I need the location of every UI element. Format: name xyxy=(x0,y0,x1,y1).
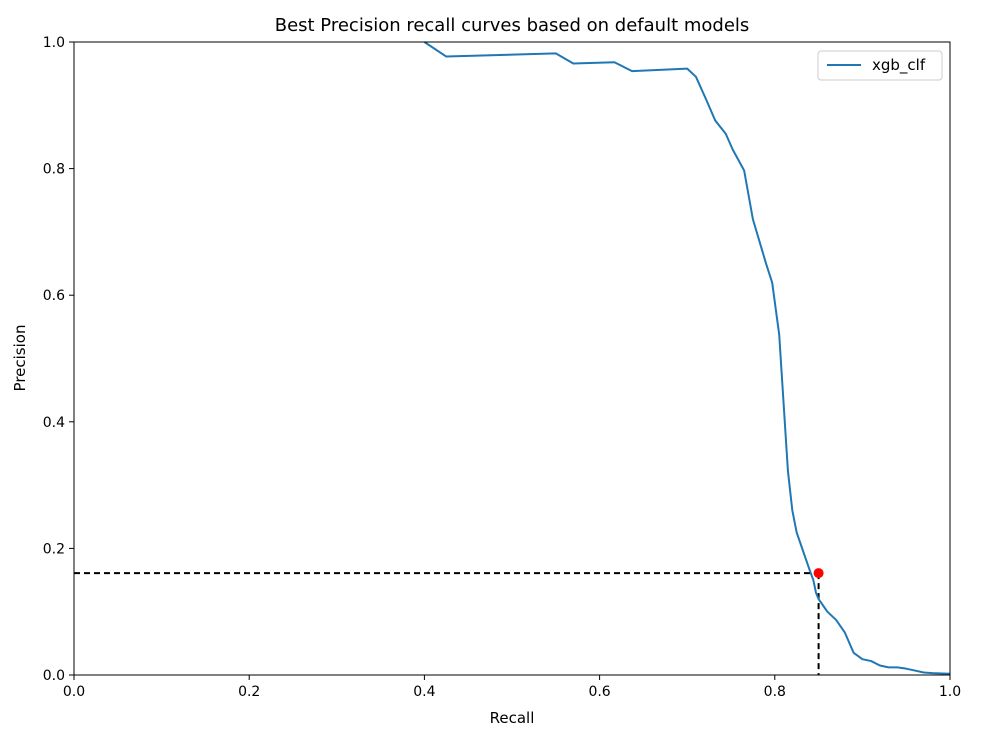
series-group xyxy=(423,41,951,675)
y-tick-label: 0.6 xyxy=(43,288,65,304)
y-tick-label: 1.0 xyxy=(43,35,65,51)
plot-frame xyxy=(73,41,951,676)
y-tick-label: 0.8 xyxy=(43,162,65,178)
x-axis-ticks: 0.0 0.2 0.4 0.6 0.8 1.0 xyxy=(63,675,961,700)
marker-group xyxy=(813,568,824,579)
legend-label-xgb-clf: xgb_clf xyxy=(872,56,926,75)
x-tick-label: 0.2 xyxy=(238,684,260,700)
legend-box xyxy=(817,50,943,81)
reference-lines xyxy=(74,572,820,675)
x-tick-label: 0.6 xyxy=(588,684,610,700)
x-tick-label: 0.8 xyxy=(764,684,786,700)
x-tick-label: 0.0 xyxy=(63,684,85,700)
x-tick-label: 0.4 xyxy=(413,684,435,700)
x-tick-label: 1.0 xyxy=(939,684,961,700)
best-threshold-point xyxy=(813,568,824,579)
y-tick-label: 0.0 xyxy=(43,668,65,684)
chart-title: Best Precision recall curves based on de… xyxy=(275,15,750,36)
y-tick-label: 0.2 xyxy=(43,541,65,557)
y-tick-label: 0.4 xyxy=(43,415,65,431)
legend: xgb_clf xyxy=(817,50,943,81)
y-axis-ticks: 0.0 0.2 0.4 0.6 0.8 1.0 xyxy=(43,35,74,684)
y-axis-label: Precision xyxy=(11,325,29,392)
plot-area xyxy=(73,41,951,676)
x-axis-label: Recall xyxy=(490,709,535,727)
series-line-xgb-clf xyxy=(423,41,951,675)
